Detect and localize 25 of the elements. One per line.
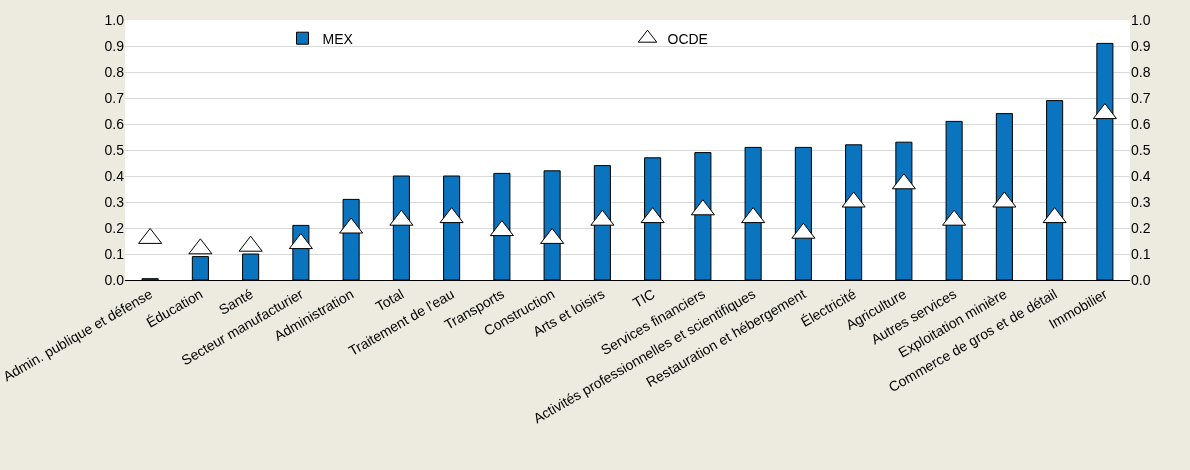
legend-label: OCDE: [667, 30, 708, 47]
y2-tick-label: 0.8: [1131, 63, 1151, 80]
y-tick-label: 0.2: [104, 219, 125, 236]
legend-label: MEX: [322, 30, 354, 47]
y-tick-label: 0.9: [104, 37, 125, 54]
text: 0.0: [1131, 271, 1151, 288]
text: 1.0: [1131, 11, 1151, 28]
y2-tick-label: 0.2: [1131, 219, 1151, 236]
text: 1.0: [104, 11, 124, 28]
y2-tick-label: 0.4: [1131, 167, 1151, 184]
y-tick-label: 0.4: [104, 167, 125, 184]
y-tick-label: 0.7: [104, 89, 125, 106]
y-tick-label: 0.8: [104, 63, 125, 80]
y2-tick-label: 0.6: [1131, 115, 1151, 132]
y2-tick-label: 0.3: [1131, 193, 1151, 210]
y-tick-label: 0.6: [104, 115, 125, 132]
y-tick-label: 0.3: [104, 193, 125, 210]
text: 0.0: [104, 271, 124, 288]
x-tick-label: Total: [372, 285, 407, 315]
y2-tick-label: 0.5: [1131, 141, 1151, 158]
y-tick-label: 0.1: [104, 245, 125, 262]
y-tick-label: 0.5: [104, 141, 125, 158]
y2-tick-label: 0.9: [1131, 37, 1151, 54]
y2-tick-label: 0.1: [1131, 245, 1151, 262]
y2-tick-label: 0.7: [1131, 89, 1151, 106]
